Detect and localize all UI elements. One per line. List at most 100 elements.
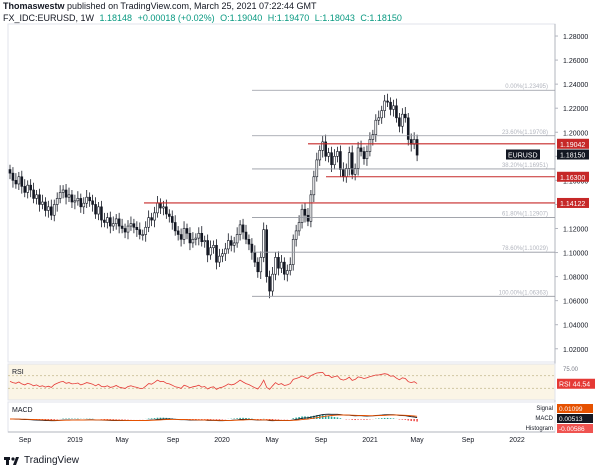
candle-body (49, 206, 53, 216)
price-tick-label: 1.08000 (563, 275, 588, 282)
candle-body (82, 202, 86, 208)
candle-body (55, 198, 59, 205)
candle-body (327, 152, 330, 157)
candle-body (247, 239, 251, 245)
candle-body (70, 194, 74, 203)
candle-body (392, 105, 395, 110)
candle-body (368, 139, 372, 152)
candle-body (203, 240, 206, 243)
candle-body (76, 198, 80, 202)
candle-body (35, 194, 38, 199)
candle-body (97, 206, 100, 215)
candle-body (359, 147, 363, 152)
publish-text: published on TradingView.com, March 25, … (67, 1, 317, 11)
candle-body (8, 169, 12, 174)
level-price-tag (557, 138, 589, 149)
price-tick-label: 1.02000 (563, 347, 588, 354)
candle-body (365, 151, 369, 160)
candle-body (147, 217, 150, 228)
candle-body (395, 105, 398, 119)
candle-body (11, 172, 15, 181)
candle-body (318, 149, 322, 161)
high-value: H:1.19470 (267, 13, 310, 23)
candle-body (232, 242, 236, 246)
last-price-label: 1.18150 (560, 153, 585, 160)
candle-body (218, 255, 221, 263)
price-tick-label: 1.20000 (563, 130, 588, 137)
candle-body (85, 196, 88, 204)
candle-body (168, 213, 171, 217)
macd-legend-label: MACD (535, 416, 553, 422)
price-change: +0.00018 (+0.02%) (137, 13, 215, 23)
candle-body (371, 134, 375, 140)
author-name[interactable]: Thomaswestw (3, 1, 65, 11)
candle-body (350, 152, 354, 175)
candle-body (268, 276, 271, 292)
candle-body (20, 176, 24, 187)
level-price-label: 1.14122 (560, 201, 585, 208)
candle-body (227, 240, 230, 250)
candle-body (91, 200, 94, 205)
rsi-value-tag (557, 378, 595, 389)
symbol-label: FX_IDC:EURUSD, 1W (3, 13, 95, 23)
candle-body (38, 194, 41, 205)
candle-body (256, 261, 260, 273)
candle-body (221, 253, 224, 257)
low-value: L:1.18043 (314, 13, 355, 23)
price-tick-label: 1.12000 (563, 226, 588, 233)
candle-body (120, 225, 124, 229)
candle-body (156, 202, 159, 214)
candle-body (377, 117, 381, 121)
candle-body (17, 176, 21, 185)
brand-name[interactable]: TradingView (24, 455, 80, 466)
candle-body (309, 194, 313, 222)
macd-value-label: -0.00586 (559, 426, 585, 433)
time-tick-label: Sep (315, 437, 328, 444)
candle-body (176, 230, 180, 235)
candle-body (123, 228, 127, 233)
candle-body (165, 206, 168, 215)
candle-body (182, 228, 186, 240)
macd-value-label: 0.01099 (559, 406, 583, 413)
candle-body (138, 229, 142, 235)
candle-body (277, 257, 280, 269)
candle-body (401, 113, 404, 127)
candle-body (403, 113, 407, 119)
candle-body (109, 217, 112, 227)
price-tick-label: 1.24000 (563, 82, 588, 89)
fib-level-label: 38.20%(1.16951) (502, 163, 548, 169)
price-tick-label: 1.16000 (563, 178, 588, 185)
candle-body (274, 257, 277, 275)
candle-body (312, 176, 316, 196)
macd-signal-line (10, 414, 418, 421)
candle-body (179, 234, 183, 240)
last-price-tag (557, 149, 589, 160)
candle-body (288, 264, 292, 271)
candle-body (241, 224, 245, 233)
candle-body (141, 234, 145, 236)
candle-body (94, 204, 97, 215)
level-price-tag (557, 171, 589, 182)
candle-body (32, 189, 35, 199)
candle-body (330, 152, 333, 166)
candle-body (114, 218, 118, 224)
candle-body (111, 223, 115, 227)
candle-body (336, 151, 339, 157)
candle-body (191, 239, 195, 244)
candle-body (244, 231, 248, 240)
candle-body (29, 184, 32, 191)
time-tick-label: 2021 (362, 437, 378, 444)
candle-body (406, 117, 410, 140)
candle-body (73, 200, 77, 203)
candle-body (185, 228, 189, 234)
price-tick-label: 1.28000 (563, 34, 588, 41)
tradingview-logo-icon (4, 456, 19, 465)
candle-body (200, 232, 204, 243)
time-tick-label: May (265, 437, 279, 444)
candle-body (300, 208, 304, 223)
level-price-label: 1.19042 (560, 142, 585, 149)
candle-body (353, 168, 357, 175)
candle-body (215, 245, 218, 263)
candle-body (44, 201, 47, 211)
